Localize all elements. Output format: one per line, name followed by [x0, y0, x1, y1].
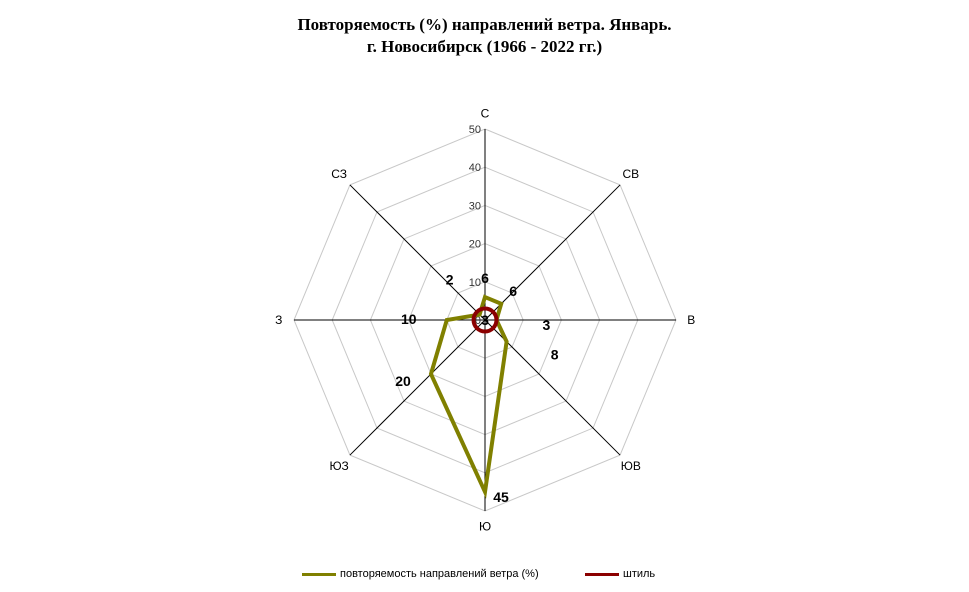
- category-label: СВ: [623, 167, 640, 181]
- data-label-wind: 6: [509, 283, 517, 299]
- series-calm-circle: [471, 306, 499, 334]
- category-label: В: [687, 313, 695, 327]
- category-label: ЮВ: [621, 459, 641, 473]
- legend: повторяемость направлений ветра (%) штил…: [0, 568, 969, 586]
- series-line-wind: [428, 294, 509, 499]
- data-label-wind: 20: [395, 373, 411, 389]
- radial-tick-label: 20: [469, 239, 481, 251]
- radial-tick-label: 40: [469, 162, 481, 174]
- category-label: С: [481, 107, 490, 121]
- radial-tick-label: 10: [469, 277, 481, 289]
- data-label-wind: 10: [401, 311, 417, 327]
- chart-title-line2: г. Новосибирск (1966 - 2022 гг.): [366, 37, 603, 56]
- axis-spoke: [484, 184, 621, 321]
- legend-label-calm: штиль: [623, 568, 656, 580]
- data-label-wind: 45: [493, 489, 509, 505]
- legend-label-wind: повторяемость направлений ветра (%): [340, 568, 539, 580]
- legend-item-calm: штиль: [585, 568, 655, 580]
- axis-spoke: [349, 184, 486, 321]
- data-label-wind: 2: [446, 272, 454, 288]
- legend-item-wind: повторяемость направлений ветра (%): [302, 568, 539, 580]
- legend-swatch-wind: [302, 572, 336, 576]
- data-label-wind: 8: [551, 347, 559, 363]
- data-label-wind: 3: [543, 317, 551, 333]
- chart-title-line1: Повторяемость (%) направлений ветра. Янв…: [297, 15, 672, 34]
- chart-title: Повторяемость (%) направлений ветра. Янв…: [0, 14, 969, 58]
- category-label: З: [275, 313, 282, 327]
- data-label-wind: 6: [481, 270, 489, 286]
- axis-spoke: [349, 319, 486, 456]
- category-label: Ю: [479, 519, 491, 533]
- data-label-calm: 3: [481, 312, 489, 328]
- radial-tick-label: 30: [469, 200, 481, 212]
- radial-tick-label: 50: [469, 124, 481, 136]
- category-label: СЗ: [331, 167, 347, 181]
- category-label: ЮЗ: [329, 459, 348, 473]
- radial-tick-label: 0: [475, 315, 481, 327]
- legend-swatch-calm: [585, 572, 619, 576]
